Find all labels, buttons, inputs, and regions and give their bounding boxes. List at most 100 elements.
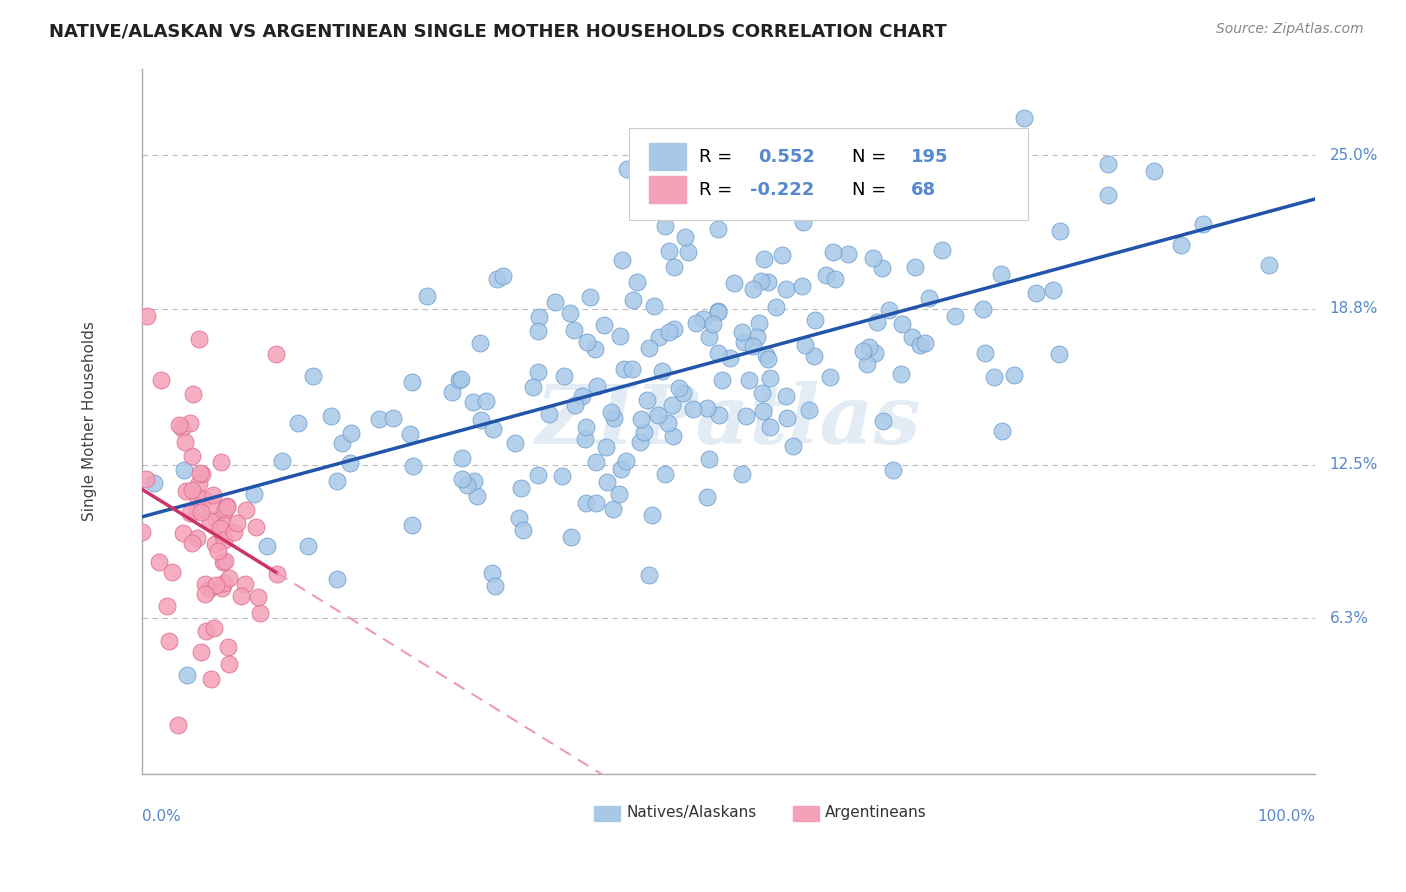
Point <box>218 571 240 585</box>
Text: 0.552: 0.552 <box>758 148 815 166</box>
Point <box>188 332 211 346</box>
Point <box>492 268 515 283</box>
Text: 0.0%: 0.0% <box>142 809 180 824</box>
Point <box>585 455 607 469</box>
Text: Source: ZipAtlas.com: Source: ZipAtlas.com <box>1216 22 1364 37</box>
Point <box>595 441 617 455</box>
Point <box>562 323 585 337</box>
Point <box>614 454 637 468</box>
Point <box>872 414 894 428</box>
Point <box>682 402 704 417</box>
Point <box>148 555 170 569</box>
Point <box>664 260 686 274</box>
Text: N =: N = <box>852 181 886 199</box>
Point <box>756 275 779 289</box>
Point <box>751 404 773 418</box>
Point <box>205 578 228 592</box>
Point <box>456 478 478 492</box>
Point <box>270 454 292 468</box>
FancyBboxPatch shape <box>628 128 1028 220</box>
Point <box>585 496 607 510</box>
Point <box>696 401 718 416</box>
Point <box>1012 111 1035 125</box>
Point <box>799 402 821 417</box>
Point <box>399 427 422 442</box>
Point <box>914 335 936 350</box>
Point <box>367 412 389 426</box>
Text: N =: N = <box>852 148 886 166</box>
Point <box>662 322 685 336</box>
Point <box>207 544 229 558</box>
Point <box>837 247 859 261</box>
Point <box>212 533 235 548</box>
Point <box>205 511 228 525</box>
Text: NATIVE/ALASKAN VS ARGENTINEAN SINGLE MOTHER HOUSEHOLDS CORRELATION CHART: NATIVE/ALASKAN VS ARGENTINEAN SINGLE MOT… <box>49 22 948 40</box>
Point <box>485 272 508 286</box>
Point <box>176 668 198 682</box>
Point <box>626 275 648 289</box>
Point <box>172 526 194 541</box>
Point <box>593 318 616 332</box>
Point <box>792 215 814 229</box>
Point <box>824 272 846 286</box>
Point <box>661 398 683 412</box>
Point <box>560 530 582 544</box>
Point <box>222 524 245 539</box>
Point <box>818 370 841 384</box>
Point <box>803 350 825 364</box>
Point <box>749 274 772 288</box>
Point <box>718 351 741 365</box>
Point <box>174 434 197 449</box>
Point <box>482 422 505 436</box>
Point <box>475 393 498 408</box>
Point <box>157 634 180 648</box>
Point <box>991 425 1014 439</box>
Point <box>574 419 596 434</box>
Point <box>657 416 679 430</box>
Point <box>214 575 236 590</box>
Point <box>198 582 221 597</box>
Point <box>628 435 651 450</box>
Point <box>162 565 184 579</box>
Point <box>179 416 201 430</box>
Point <box>339 457 361 471</box>
Point <box>211 555 233 569</box>
Point <box>711 373 734 387</box>
Point <box>775 411 797 425</box>
Point <box>901 329 924 343</box>
Point <box>877 302 900 317</box>
Point <box>204 536 226 550</box>
Point <box>256 539 278 553</box>
Point <box>194 576 217 591</box>
Point <box>609 486 631 500</box>
Point <box>512 524 534 538</box>
Point <box>866 315 889 329</box>
Point <box>630 412 652 426</box>
Point <box>190 467 212 481</box>
Point <box>463 474 485 488</box>
Point <box>503 435 526 450</box>
Point <box>983 370 1005 384</box>
Point <box>212 517 235 532</box>
Bar <box>793 805 820 822</box>
Point <box>735 409 758 423</box>
Point <box>214 503 236 517</box>
Point <box>167 417 190 432</box>
Point <box>190 505 212 519</box>
Point <box>167 717 190 731</box>
Point <box>245 519 267 533</box>
Point <box>1097 188 1119 202</box>
Point <box>890 367 912 381</box>
Point <box>638 568 661 582</box>
Point <box>447 373 470 387</box>
Point <box>943 310 966 324</box>
Point <box>181 449 204 463</box>
Point <box>217 640 239 654</box>
Point <box>586 379 609 393</box>
Text: 100.0%: 100.0% <box>1257 809 1316 824</box>
Point <box>723 277 745 291</box>
Point <box>461 395 484 409</box>
Point <box>621 293 644 307</box>
Point <box>696 490 718 504</box>
Point <box>201 498 224 512</box>
